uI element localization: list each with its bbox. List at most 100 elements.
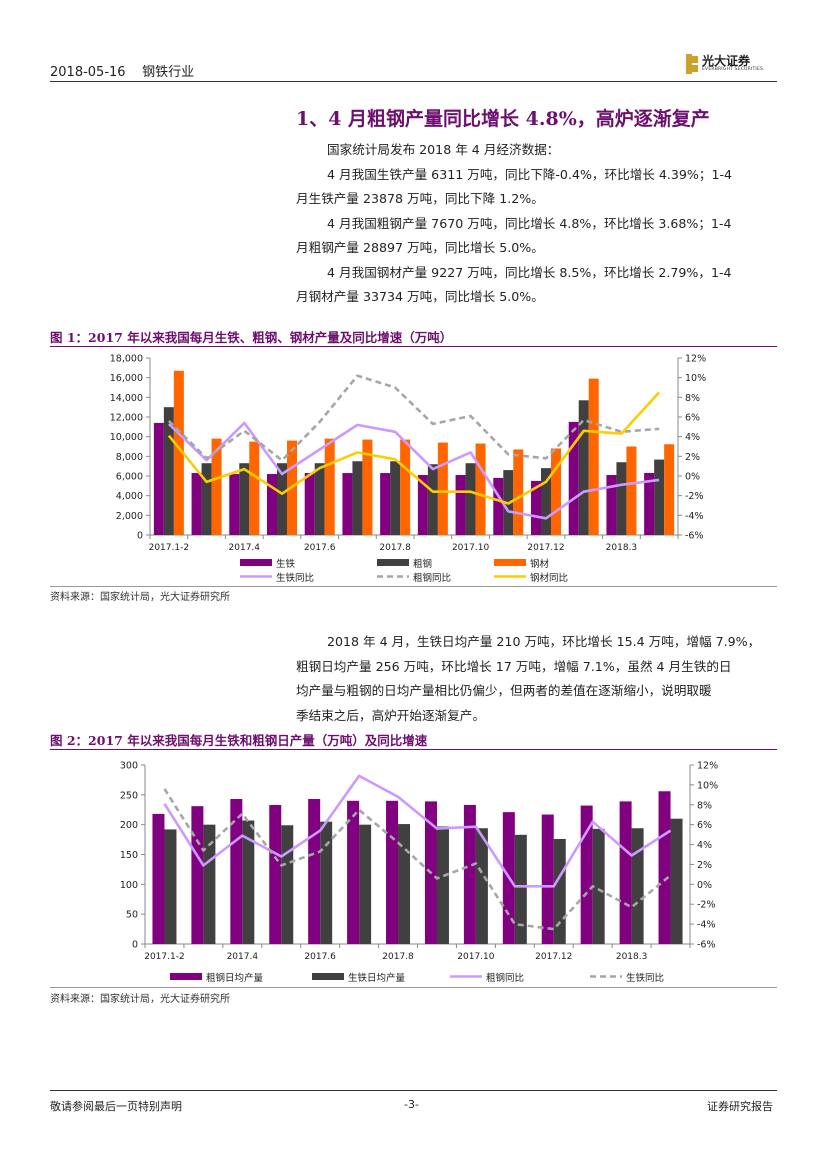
para2-line: 2018 年 4 月，生铁日均产量 210 万吨，环比增长 15.4 万吨，增幅… xyxy=(327,634,761,649)
figure-1-title: 图 1：2017 年以来我国每月生铁、粗钢、钢材产量及同比增速（万吨） xyxy=(50,330,453,345)
header-date-section: 2018-05-16 钢铁行业 xyxy=(50,65,195,80)
legend-label: 生铁 xyxy=(276,558,296,570)
bar-粗钢 xyxy=(654,459,665,535)
bar-粗钢日均产量 xyxy=(152,813,165,944)
bar-生铁 xyxy=(267,474,277,535)
bar-生铁日均产量 xyxy=(281,825,294,944)
legend-label: 钢材 xyxy=(530,558,550,570)
right-axis-tick-label: -4% xyxy=(697,920,716,931)
right-axis-tick-label: -6% xyxy=(685,531,704,542)
bar-生铁日均产量 xyxy=(359,824,372,944)
legend-swatch xyxy=(170,973,202,980)
right-axis-tick-label: 12% xyxy=(697,761,718,772)
figure-2-source: 资料来源：国家统计局，光大证券研究所 xyxy=(50,994,230,1005)
right-axis-tick-label: 8% xyxy=(697,800,712,811)
right-axis-tick-label: -6% xyxy=(697,940,716,951)
bar-生铁日均产量 xyxy=(398,824,411,944)
bar-生铁日均产量 xyxy=(670,818,683,944)
para2-line: 均产量与粗钢的日均产量相比仍偏少，但两者的差值在逐渐缩小，说明取暖 xyxy=(296,683,712,698)
bar-生铁日均产量 xyxy=(242,820,255,944)
right-axis-tick-label: 0% xyxy=(697,880,712,891)
bar-粗钢 xyxy=(352,461,363,535)
header-divider xyxy=(50,81,777,82)
bar-钢材 xyxy=(362,439,373,535)
legend-label: 粗钢 xyxy=(413,558,432,570)
left-axis-tick-label: 0 xyxy=(132,940,138,951)
right-axis-tick-label: 10% xyxy=(685,373,706,384)
para1-line: 4 月我国钢材产量 9227 万吨，同比增长 8.5%，环比增长 2.79%，1… xyxy=(327,264,732,280)
bar-钢材 xyxy=(324,438,335,535)
bar-粗钢 xyxy=(427,464,438,535)
x-axis-tick-label: 2018.3 xyxy=(606,543,638,553)
bar-粗钢日均产量 xyxy=(463,804,476,944)
bar-粗钢日均产量 xyxy=(658,791,671,944)
left-axis-tick-label: 16,000 xyxy=(110,373,143,384)
para1-line: 国家统计局发布 2018 年 4 月经济数据： xyxy=(327,142,560,157)
left-axis-tick-label: 14,000 xyxy=(110,393,143,404)
bar-粗钢 xyxy=(616,462,627,535)
para1-line: 月生铁产量 23878 万吨，同比下降 1.2%。 xyxy=(296,191,544,206)
footer-report-type: 证券研究报告 xyxy=(707,1100,773,1113)
line-生铁同比 xyxy=(163,788,672,931)
para1-line: 4 月我国粗钢产量 7670 万吨，同比增长 4.8%，环比增长 3.68%；1… xyxy=(327,215,732,231)
legend-swatch xyxy=(377,559,409,566)
x-axis-tick-label: 2017.1-2 xyxy=(144,952,184,962)
right-axis-tick-label: 4% xyxy=(697,840,712,851)
para1-line: 月钢材产量 33734 万吨，同比增长 5.0%。 xyxy=(296,289,544,304)
bar-粗钢 xyxy=(578,400,589,535)
legend-swatch xyxy=(494,559,526,566)
left-axis-tick-label: 300 xyxy=(120,761,138,772)
bar-生铁 xyxy=(229,474,240,535)
paragraph-2: 2018 年 4 月，生铁日均产量 210 万吨，环比增长 15.4 万吨，增幅… xyxy=(296,630,760,728)
bar-生铁日均产量 xyxy=(592,828,605,944)
right-axis-tick-label: 10% xyxy=(697,780,718,791)
figure-1-bottom-rule xyxy=(50,586,777,587)
bar-钢材 xyxy=(588,378,599,535)
footer-page-number: -3- xyxy=(404,1098,419,1111)
left-axis-tick-label: 18,000 xyxy=(110,354,143,365)
left-axis-tick-label: 8,000 xyxy=(116,452,143,463)
right-axis-tick-label: 6% xyxy=(685,413,700,424)
logo-text-en: EVERBRIGHT SECURITIES xyxy=(702,67,764,72)
bar-生铁 xyxy=(153,422,164,535)
legend-label: 粗钢同比 xyxy=(486,972,524,984)
legend-label: 粗钢日均产量 xyxy=(206,972,264,984)
legend-label: 生铁同比 xyxy=(276,572,314,584)
bar-生铁日均产量 xyxy=(436,826,449,944)
left-axis-tick-label: 12,000 xyxy=(110,413,143,424)
bar-生铁 xyxy=(568,421,579,535)
bar-生铁 xyxy=(531,480,541,535)
footer-divider xyxy=(50,1090,777,1091)
left-axis-tick-label: 100 xyxy=(120,880,138,891)
bar-生铁 xyxy=(304,473,315,535)
x-axis-tick-label: 2017.4 xyxy=(227,952,259,962)
x-axis-tick-label: 2018.3 xyxy=(616,952,648,962)
bar-生铁 xyxy=(493,477,504,535)
right-axis-tick-label: 2% xyxy=(697,860,712,871)
section-title: 1、4 月粗钢产量同比增长 4.8%，高炉逐渐复产 xyxy=(296,108,710,130)
bar-生铁 xyxy=(606,475,617,535)
bar-钢材 xyxy=(626,446,637,535)
bar-粗钢日均产量 xyxy=(191,806,204,944)
right-axis-tick-label: -2% xyxy=(697,900,716,911)
x-axis-tick-label: 2017.1-2 xyxy=(149,543,189,553)
right-axis-tick-label: -4% xyxy=(685,511,704,522)
line-粗钢同比 xyxy=(163,774,672,888)
figure-2-title: 图 2：2017 年以来我国每月生铁和粗钢日产量（万吨）及同比增速 xyxy=(50,733,428,748)
bar-粗钢 xyxy=(465,463,476,535)
bar-钢材 xyxy=(551,448,561,535)
right-axis-tick-label: 12% xyxy=(685,354,706,365)
bar-粗钢 xyxy=(201,463,212,535)
bar-粗钢日均产量 xyxy=(347,800,360,944)
bar-钢材 xyxy=(173,370,184,535)
left-axis-tick-label: 10,000 xyxy=(110,432,143,443)
bar-生铁日均产量 xyxy=(203,824,216,944)
bar-生铁 xyxy=(455,475,466,535)
bar-粗钢日均产量 xyxy=(619,801,632,944)
bar-生铁日均产量 xyxy=(514,834,527,944)
bar-生铁日均产量 xyxy=(320,821,333,944)
bar-粗钢日均产量 xyxy=(541,814,554,944)
line-钢材同比 xyxy=(167,391,661,505)
logo-mark-icon xyxy=(686,54,698,74)
left-axis-tick-label: 4,000 xyxy=(116,491,143,502)
